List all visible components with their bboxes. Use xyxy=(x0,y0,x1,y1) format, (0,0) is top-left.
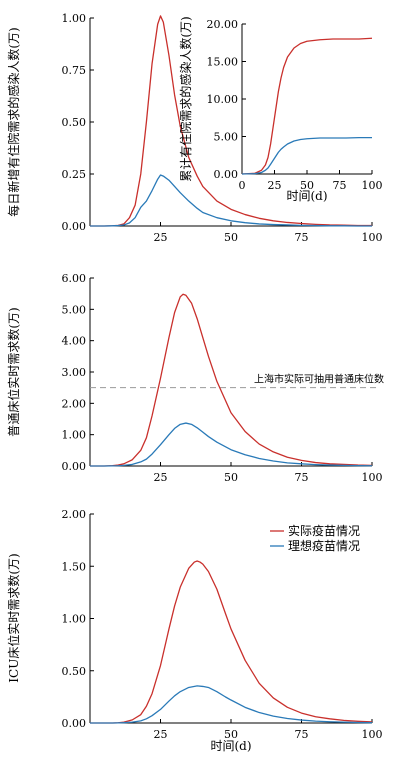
y-tick-label: 4.00 xyxy=(62,335,87,348)
x-tick-label: 25 xyxy=(268,179,282,192)
y-tick-label: 0.25 xyxy=(62,168,87,181)
y-axis-label: ICU床位实时需求数(万) xyxy=(6,553,21,682)
x-tick-label: 50 xyxy=(224,231,238,244)
panel-icu-bed-demand: 0.00 0.50 1.00 1.50 2.00 25 50 75 100 ICU床位实时需求数(… xyxy=(6,508,383,753)
panel-general-bed-demand: 0.00 1.00 2.00 3.00 4.00 5.00 6.00 25 50 75 100 普通床… xyxy=(6,272,384,484)
x-tick-label: 75 xyxy=(295,471,309,484)
x-axis-label: 时间(d) xyxy=(286,189,327,203)
x-tick-label: 25 xyxy=(154,728,168,741)
series-line-ideal xyxy=(90,174,372,227)
y-tick-label: 0.50 xyxy=(62,116,87,129)
series-line-ideal xyxy=(241,136,372,175)
legend-label-actual: 实际疫苗情况 xyxy=(288,523,360,538)
y-tick-label: 0.00 xyxy=(62,717,87,730)
series-line-actual xyxy=(90,560,373,724)
y-tick-label: 2.00 xyxy=(62,397,87,410)
y-tick-label: 1.00 xyxy=(62,613,87,626)
y-tick-label: 15.00 xyxy=(207,56,239,69)
series-line-ideal xyxy=(90,422,373,467)
x-tick-label: 50 xyxy=(224,471,238,484)
y-tick-label: 1.00 xyxy=(62,429,87,442)
y-tick-label: 1.50 xyxy=(62,560,87,573)
y-tick-label: 5.00 xyxy=(214,131,239,144)
y-tick-label: 0.00 xyxy=(62,220,87,233)
y-tick-label: 5.00 xyxy=(62,303,87,316)
panel-cumulative-inset: 0.00 5.00 10.00 15.00 20.00 0 25 50 75 100 累计有住院需求… xyxy=(178,16,383,203)
y-tick-label: 0.00 xyxy=(62,460,87,473)
series-line-actual xyxy=(90,15,372,227)
x-tick-label: 100 xyxy=(362,728,383,741)
y-tick-label: 0.75 xyxy=(62,64,87,77)
x-tick-label: 25 xyxy=(154,471,168,484)
y-tick-label: 6.00 xyxy=(62,272,87,285)
x-tick-label: 25 xyxy=(154,231,168,244)
y-tick-label: 2.00 xyxy=(62,508,87,521)
x-tick-label: 0 xyxy=(239,179,246,192)
x-tick-label: 50 xyxy=(224,728,238,741)
y-axis-label: 每日新增有住院需求的感染人数(万) xyxy=(6,27,21,216)
y-tick-label: 20.00 xyxy=(207,18,239,31)
series-line-actual xyxy=(90,293,373,467)
x-tick-label: 100 xyxy=(362,231,383,244)
y-axis-label: 累计有住院需求的感染人数(万) xyxy=(178,16,193,181)
reference-line-label: 上海市实际可抽用普通床位数 xyxy=(254,373,384,386)
x-tick-label: 50 xyxy=(300,179,314,192)
panel-daily-hospital-need: 0.00 0.25 0.50 0.75 1.00 25 50 75 100 每日新增有住院需求的感… xyxy=(6,12,383,244)
x-tick-label: 75 xyxy=(295,728,309,741)
y-tick-label: 3.00 xyxy=(62,366,87,379)
x-tick-label: 100 xyxy=(362,471,383,484)
series-line-ideal xyxy=(90,685,373,724)
series-line-actual xyxy=(241,37,373,175)
x-tick-label: 75 xyxy=(295,231,309,244)
y-tick-label: 0.00 xyxy=(214,168,239,181)
y-axis-label: 普通床位实时需求数(万) xyxy=(6,307,21,436)
y-tick-label: 0.50 xyxy=(62,665,87,678)
x-tick-label: 100 xyxy=(362,179,383,192)
y-tick-label: 10.00 xyxy=(207,93,239,106)
x-tick-label: 75 xyxy=(333,179,347,192)
legend-label-ideal: 理想疫苗情况 xyxy=(288,538,360,553)
x-axis-label: 时间(d) xyxy=(210,739,251,753)
y-tick-label: 1.00 xyxy=(62,12,87,25)
